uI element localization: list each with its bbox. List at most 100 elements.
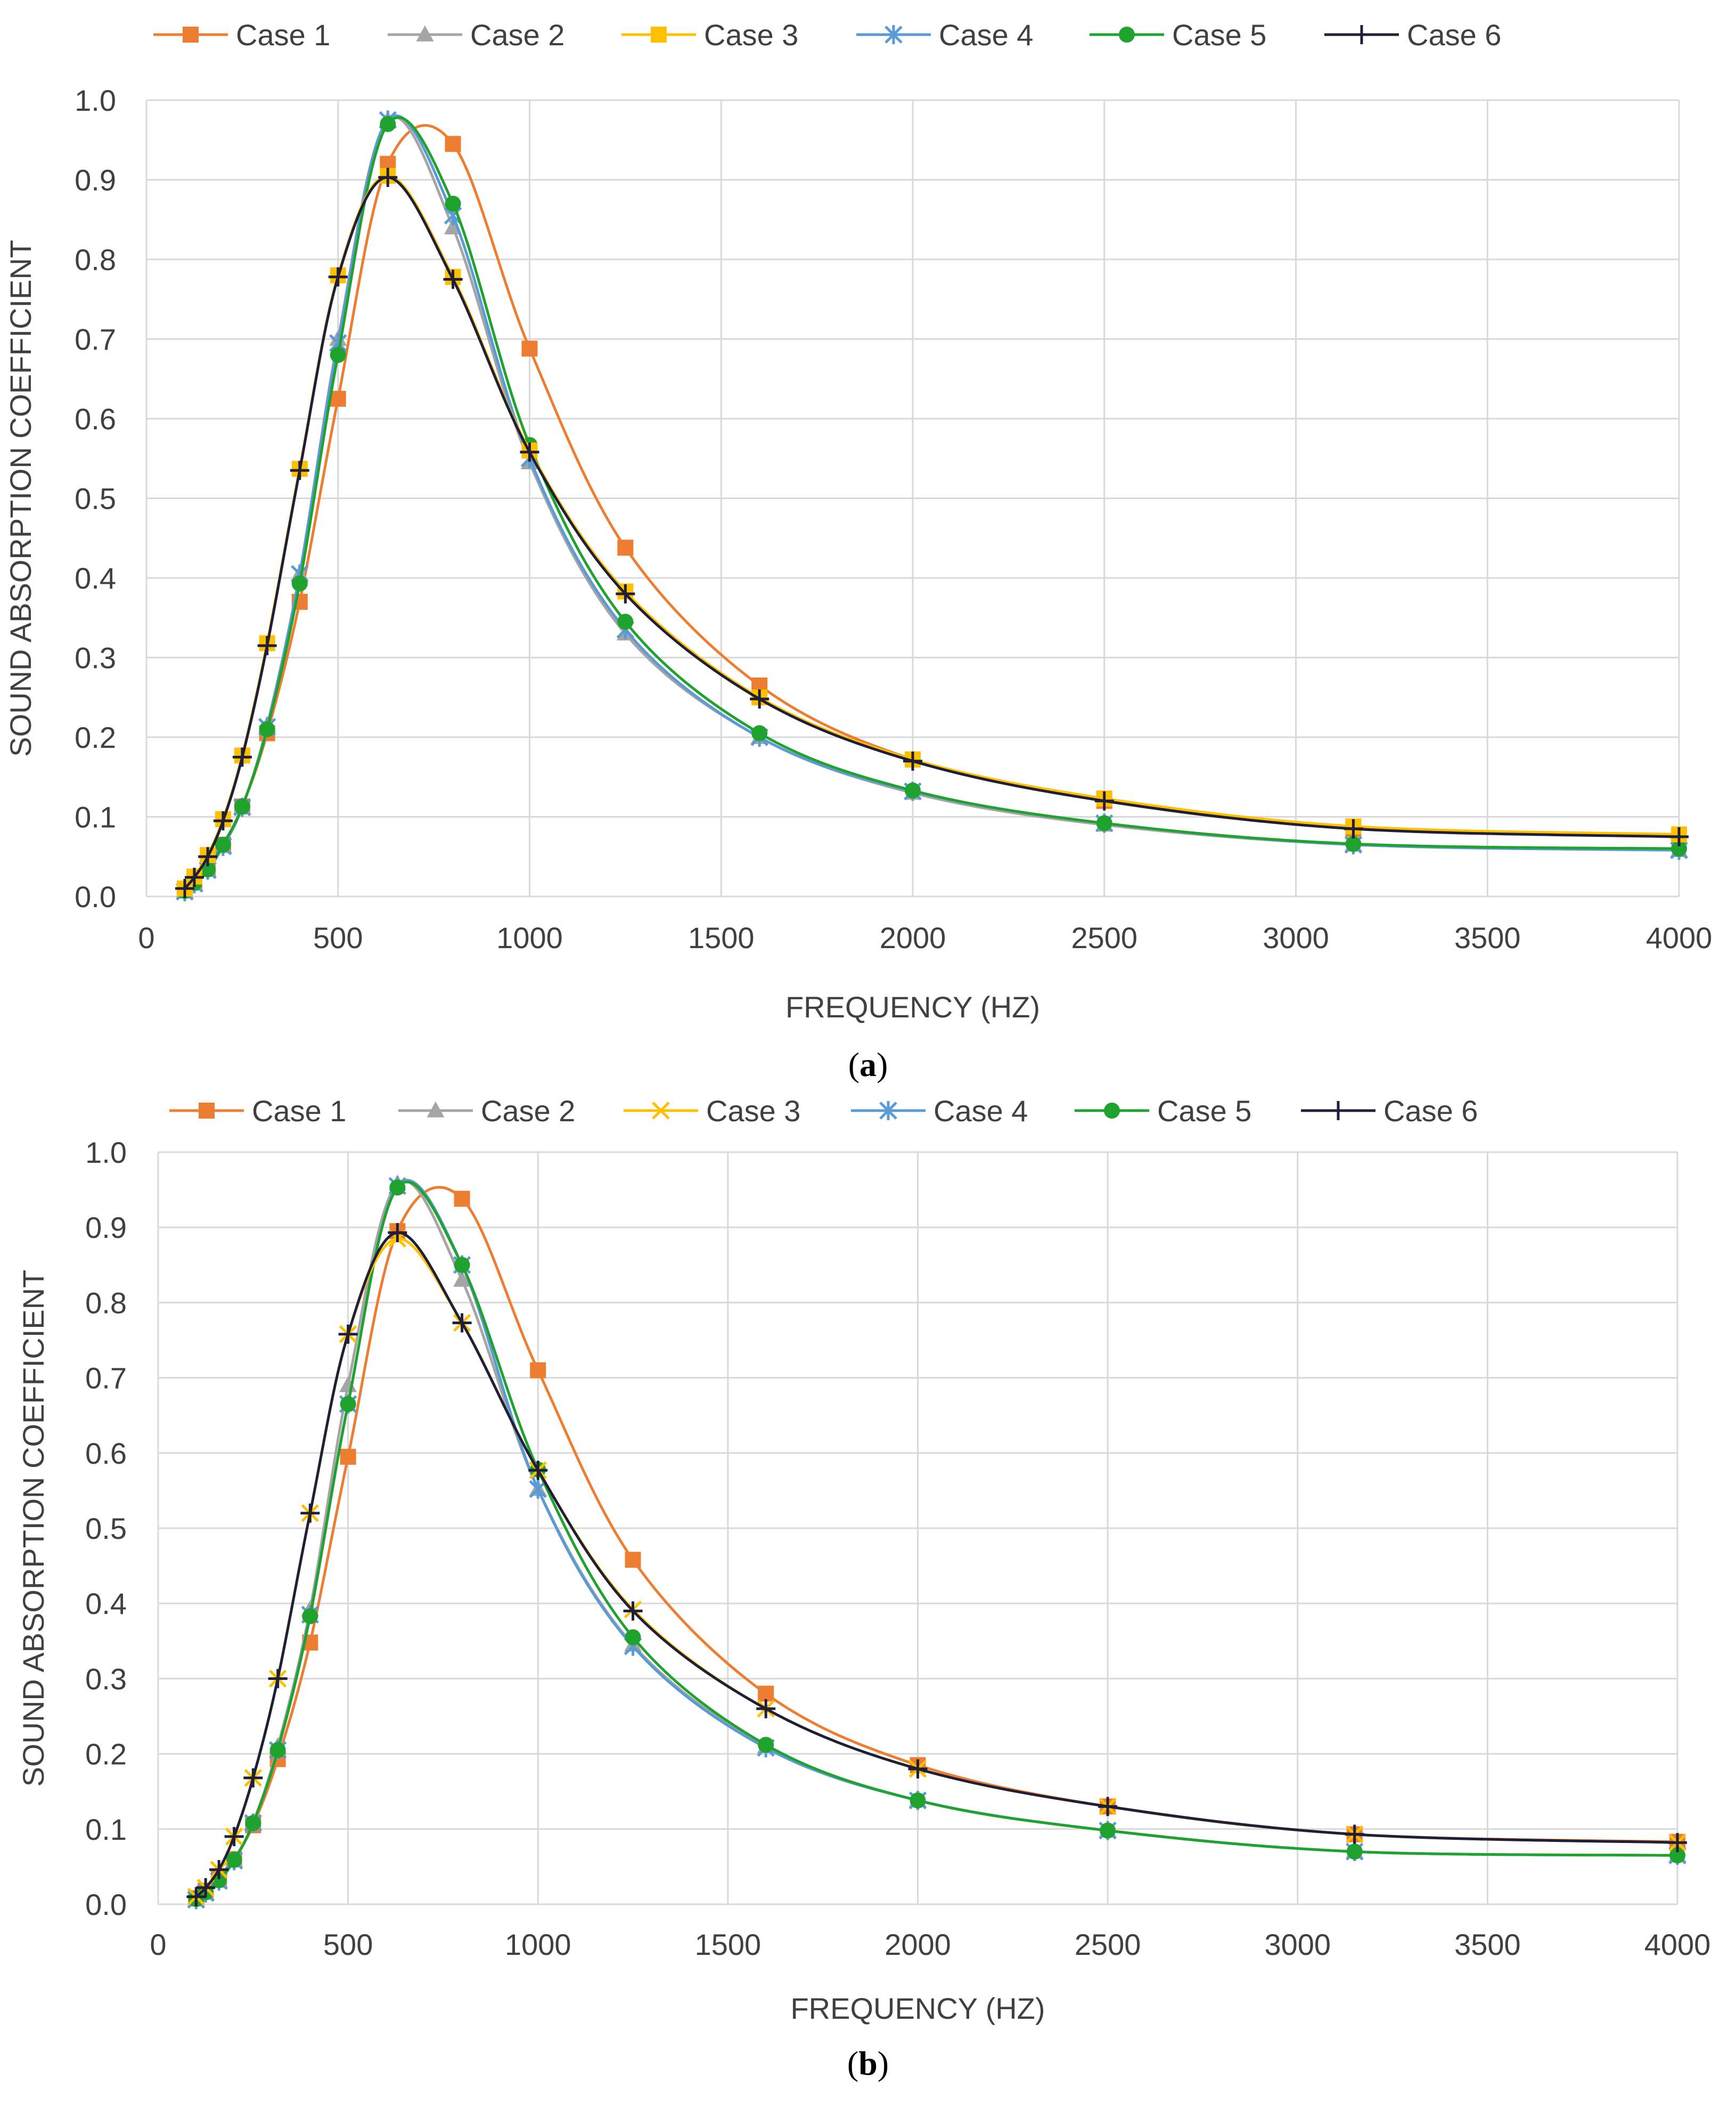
gridlines (145, 99, 1680, 898)
x-tick-label: 500 (323, 1928, 373, 1961)
series-case-5 (188, 1179, 1685, 1907)
y-tick-label: 0.1 (75, 801, 116, 834)
series-case-2 (187, 1175, 1686, 1907)
data-point (1345, 836, 1362, 852)
series-line (195, 1179, 1678, 1901)
data-point (196, 1878, 216, 1897)
y-tick-label: 0.5 (85, 1512, 127, 1545)
x-tick-label: 1000 (496, 921, 563, 955)
y-tick-label: 0.8 (85, 1286, 127, 1319)
x-tick-label: 3500 (1454, 1928, 1521, 1961)
y-tick-label: 0.5 (75, 482, 116, 516)
data-point (1671, 841, 1687, 857)
x-tick-label: 3000 (1263, 921, 1329, 955)
data-point (1669, 1847, 1685, 1864)
legend-marker (183, 27, 199, 43)
series-line (195, 1231, 1678, 1898)
series-line (195, 1186, 1678, 1899)
legend-item-case-4: Case 4 (851, 1094, 1028, 1128)
x-axis-title: FREQUENCY (HZ) (785, 990, 1040, 1024)
x-tick-label: 2500 (1075, 1928, 1141, 1961)
legend-label: Case 5 (1157, 1094, 1251, 1128)
data-point (328, 267, 348, 287)
data-point (340, 1448, 356, 1465)
x-tick-label: 2000 (885, 1928, 951, 1961)
y-tick-label: 0.2 (75, 721, 116, 754)
data-point (453, 1270, 471, 1287)
data-point (452, 1313, 472, 1333)
caption-paren-open: ( (847, 2044, 858, 2082)
data-point (259, 721, 275, 738)
data-point (1100, 1822, 1116, 1839)
legend-item-case-2: Case 2 (388, 18, 564, 52)
legend-item-case-5: Case 5 (1075, 1094, 1251, 1128)
data-point (245, 1815, 261, 1831)
y-tick-label: 0.9 (85, 1211, 127, 1244)
legend-label: Case 6 (1407, 18, 1501, 52)
data-point (443, 270, 463, 289)
data-point (186, 1887, 206, 1906)
legend-item-case-3: Case 3 (621, 18, 798, 52)
data-point (378, 168, 398, 187)
chart-panel-a: 0.0 0.1 0.2 0.3 0.4 0.5 0.6 0.7 0.8 0.9 1.0 0 500 100… (4, 18, 1712, 1083)
legend-marker (427, 1101, 445, 1118)
x-tick-label: 1000 (505, 1928, 571, 1961)
data-point (910, 1792, 926, 1809)
data-point (175, 879, 194, 899)
data-point (234, 798, 250, 815)
data-point (616, 584, 635, 604)
legend-marker (416, 25, 434, 42)
series-case-5 (176, 116, 1687, 899)
data-point (330, 390, 346, 407)
legend-item-case-6: Case 6 (1301, 1094, 1478, 1128)
y-tick-label: 0.3 (75, 641, 116, 675)
legend-item-case-1: Case 1 (169, 1094, 346, 1128)
data-point (528, 1461, 548, 1480)
data-point (291, 575, 308, 592)
caption-paren-open: ( (848, 1046, 859, 1083)
y-tick-label: 0.6 (85, 1437, 127, 1470)
legend-item-case-5: Case 5 (1090, 18, 1266, 52)
data-point (623, 1601, 643, 1621)
legend: Case 1 Case 2 Case 3 Case 4 Case 5 Case 6 (153, 18, 1501, 52)
data-point (520, 442, 539, 462)
y-tick-label: 0.7 (75, 323, 116, 356)
y-axis-ticks: 0.0 0.1 0.2 0.3 0.4 0.5 0.6 0.7 0.8 0.9 1.0 (75, 84, 116, 914)
data-point (257, 636, 277, 656)
data-point (625, 1552, 641, 1568)
y-axis-ticks: 0.0 0.1 0.2 0.3 0.4 0.5 0.6 0.7 0.8 0.9 1.0 (85, 1136, 127, 1921)
series-line (184, 124, 1680, 891)
data-point (750, 689, 769, 709)
series-case-4 (176, 110, 1688, 902)
data-point (454, 1190, 470, 1207)
data-point (1345, 1824, 1364, 1844)
data-point (338, 1324, 358, 1344)
data-point (268, 1669, 288, 1689)
y-tick-label: 0.9 (75, 164, 116, 197)
y-tick-label: 0.4 (85, 1587, 127, 1620)
x-tick-label: 4000 (1644, 1928, 1711, 1961)
y-tick-label: 0.0 (75, 880, 116, 914)
y-tick-label: 0.7 (85, 1361, 127, 1395)
legend-marker (1352, 25, 1371, 44)
series-case-6 (186, 1223, 1687, 1906)
series-line (184, 116, 1680, 892)
panel-caption: (a) (848, 1046, 888, 1083)
legend-marker (199, 1103, 215, 1119)
x-tick-label: 3000 (1264, 1928, 1331, 1961)
data-point (1344, 819, 1363, 838)
legend-label: Case 2 (481, 1094, 575, 1128)
legend-marker (652, 1102, 670, 1120)
legend-label: Case 3 (706, 1094, 800, 1128)
legend-label: Case 4 (933, 1094, 1028, 1128)
y-tick-label: 1.0 (75, 84, 116, 117)
y-tick-label: 1.0 (85, 1136, 127, 1169)
data-point (617, 540, 634, 556)
panel-caption: (b) (847, 2044, 889, 2082)
data-point (751, 725, 768, 741)
x-tick-label: 2000 (880, 921, 946, 955)
legend-label: Case 6 (1383, 1094, 1478, 1128)
data-point (330, 347, 346, 363)
legend-marker (651, 27, 667, 43)
data-point (454, 1257, 470, 1273)
